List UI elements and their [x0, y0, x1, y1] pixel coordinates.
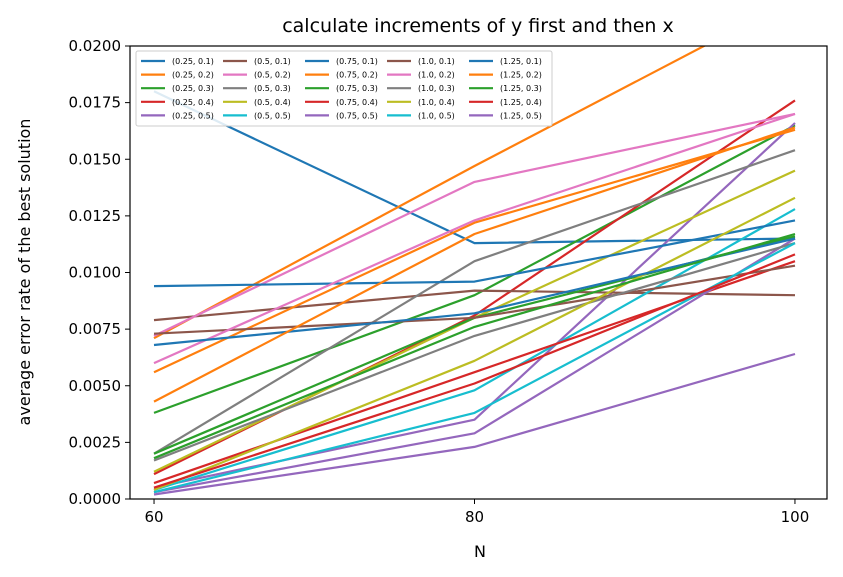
legend-label: (0.75, 0.2) — [336, 71, 378, 80]
chart-title: calculate increments of y first and then… — [282, 15, 674, 37]
series-line-7 — [153, 149, 796, 455]
legend-label: (0.5, 0.3) — [254, 84, 291, 93]
series-line-22 — [153, 232, 796, 460]
series-layer — [153, 46, 796, 496]
y-tick-label: 0.0050 — [69, 377, 122, 395]
series-line-15 — [153, 264, 796, 335]
legend-label: (0.75, 0.5) — [336, 111, 378, 120]
legend-label: (0.5, 0.5) — [254, 111, 291, 120]
legend-label: (0.75, 0.4) — [336, 98, 378, 107]
x-axis: 60 80 100 — [144, 499, 809, 526]
series-line-19 — [153, 242, 796, 494]
y-tick-label: 0.0000 — [69, 490, 122, 508]
legend-label: (0.25, 0.1) — [172, 57, 214, 66]
y-axis-title: average error rate of the best solution — [15, 119, 34, 426]
series-line-24 — [153, 352, 796, 496]
legend-label: (1.25, 0.5) — [500, 111, 542, 120]
legend-label: (1.25, 0.2) — [500, 71, 542, 80]
legend-label: (0.25, 0.3) — [172, 84, 214, 93]
series-line-23 — [153, 253, 796, 489]
legend-label: (0.75, 0.1) — [336, 57, 378, 66]
legend-label: (0.5, 0.2) — [254, 71, 291, 80]
series-line-1 — [153, 46, 707, 340]
series-line-5 — [153, 289, 796, 322]
x-tick-label: 100 — [781, 508, 810, 526]
legend-label: (0.5, 0.4) — [254, 98, 291, 107]
series-line-9 — [153, 208, 796, 491]
legend-label: (1.0, 0.3) — [418, 84, 455, 93]
series-line-21 — [153, 126, 796, 403]
series-line-17 — [153, 242, 796, 462]
series-line-2 — [153, 124, 796, 414]
x-axis-title: N — [474, 542, 486, 561]
x-tick-label: 60 — [144, 508, 163, 526]
y-axis: 0.0000 0.0025 0.0050 0.0075 0.0100 0.0125 0.01… — [69, 37, 130, 508]
y-tick-label: 0.0200 — [69, 37, 122, 55]
legend-label: (0.25, 0.2) — [172, 71, 214, 80]
legend-label: (1.0, 0.5) — [418, 111, 455, 120]
legend-label: (1.25, 0.1) — [500, 57, 542, 66]
y-tick-label: 0.0125 — [69, 207, 122, 225]
legend-box — [135, 50, 553, 127]
y-tick-label: 0.0075 — [69, 320, 122, 338]
legend-label: (1.0, 0.4) — [418, 98, 455, 107]
series-line-20 — [153, 237, 796, 347]
legend-label: (1.25, 0.3) — [500, 84, 542, 93]
legend-label: (0.75, 0.3) — [336, 84, 378, 93]
series-line-11 — [153, 128, 796, 374]
series-line-14 — [153, 237, 796, 494]
plot-frame — [129, 45, 828, 500]
series-line-16 — [153, 112, 796, 365]
series-line-18 — [153, 196, 796, 491]
series-line-10 — [153, 219, 796, 288]
legend-label: (1.25, 0.4) — [500, 98, 542, 107]
legend: (0.25, 0.1) (0.25, 0.2) (0.25, 0.3) (0.25, … — [135, 50, 553, 127]
legend-label: (0.5, 0.1) — [254, 57, 291, 66]
x-tick-label: 80 — [465, 508, 484, 526]
legend-label: (0.25, 0.4) — [172, 98, 214, 107]
legend-label: (1.0, 0.1) — [418, 57, 455, 66]
y-tick-label: 0.0175 — [69, 94, 122, 112]
y-tick-label: 0.0150 — [69, 150, 122, 168]
legend-label: (1.0, 0.2) — [418, 71, 455, 80]
y-tick-label: 0.0025 — [69, 433, 122, 451]
legend-label: (0.25, 0.5) — [172, 111, 214, 120]
y-tick-label: 0.0100 — [69, 264, 122, 282]
